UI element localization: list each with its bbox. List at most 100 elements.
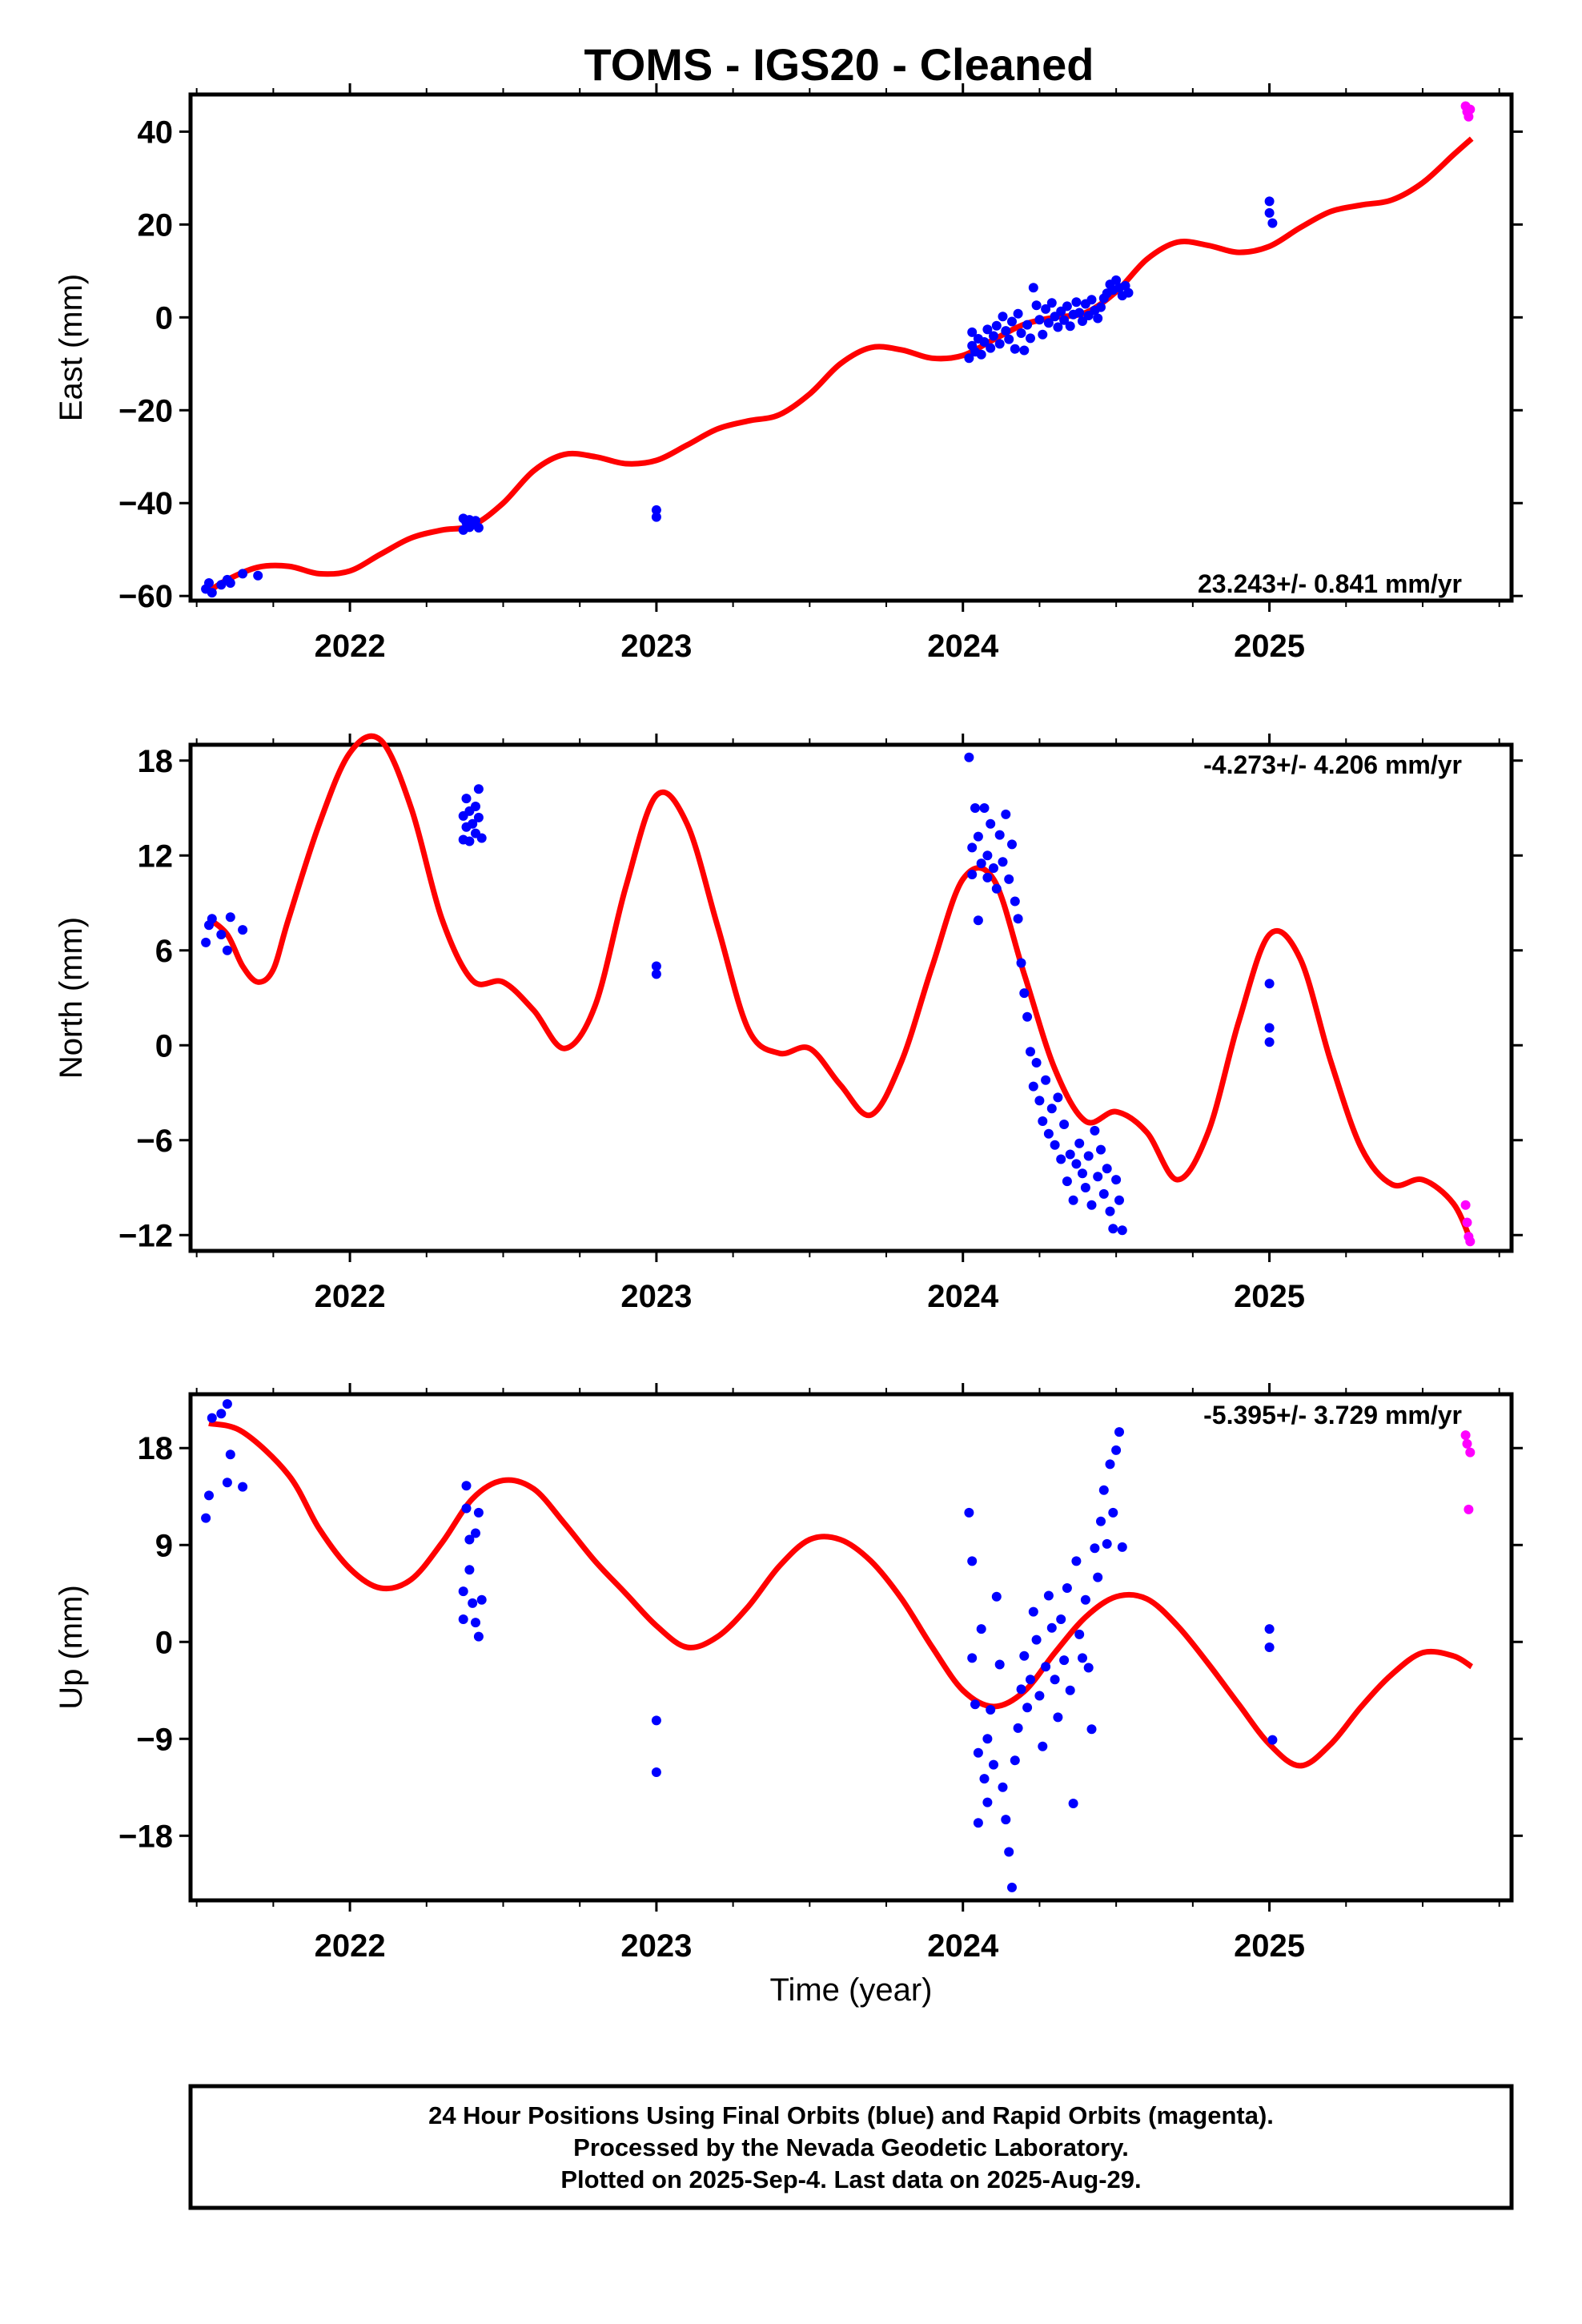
- ticks-layer: 2022 2023 2024 2025 −18 −9 0 9 18: [118, 1383, 1523, 1964]
- rapid-orbit-point: [1465, 1236, 1476, 1247]
- final-orbit-point: [225, 1449, 235, 1460]
- final-orbit-point: [1038, 329, 1048, 340]
- x-tick-label: 2025: [1234, 1928, 1305, 1964]
- x-tick-label: 2022: [315, 1279, 386, 1314]
- panel-north: 2022 2023 2024 2025 −12 −6 0 6 12 18 North (mm) -…: [54, 733, 1523, 1314]
- final-orbit-point: [1065, 1685, 1075, 1695]
- final-orbit-point: [1028, 283, 1038, 293]
- final-orbit-point: [1007, 1882, 1017, 1892]
- x-tick-label: 2024: [927, 629, 999, 664]
- final-orbit-point: [1056, 1614, 1066, 1624]
- final-orbit-point: [468, 818, 478, 829]
- final-orbit-point: [1093, 1172, 1103, 1182]
- final-orbit-point: [1108, 1507, 1118, 1518]
- final-orbit-point: [216, 930, 227, 939]
- final-orbit-point: [1071, 297, 1082, 308]
- final-orbit-point: [973, 831, 983, 842]
- final-orbit-point: [1083, 1151, 1094, 1161]
- final-orbit-point: [994, 339, 1005, 349]
- final-orbit-point: [1043, 1128, 1054, 1139]
- final-orbit-point: [253, 570, 263, 581]
- final-orbit-point: [1001, 809, 1011, 819]
- final-orbit-point: [991, 1591, 1002, 1602]
- x-tick-label: 2024: [927, 1279, 999, 1314]
- rapid-orbit-point: [1465, 104, 1476, 115]
- final-orbit-point: [473, 1631, 484, 1642]
- final-orbit-point: [973, 1747, 983, 1758]
- ticks-layer: 2022 2023 2024 2025 −60 −40 −20 0 20 40: [118, 83, 1523, 664]
- final-orbit-point: [1046, 1622, 1057, 1633]
- final-orbit-point: [967, 327, 978, 337]
- final-orbit-point: [967, 870, 978, 879]
- final-orbit-point: [1071, 1159, 1082, 1169]
- final-orbit-point: [1090, 1543, 1100, 1554]
- y-tick-label: −9: [136, 1722, 173, 1757]
- final-orbit-point: [1123, 287, 1134, 298]
- final-orbit-point: [1046, 1104, 1057, 1114]
- final-orbit-point: [1028, 1606, 1038, 1617]
- final-orbit-point: [1071, 1556, 1082, 1566]
- final-orbit-point: [1007, 839, 1017, 850]
- final-orbit-point: [1053, 322, 1063, 332]
- final-orbit-point: [967, 842, 978, 853]
- rapid-orbit-point: [1464, 111, 1474, 122]
- final-orbit-point: [1098, 1188, 1109, 1199]
- chart-title: TOMS - IGS20 - Cleaned: [584, 39, 1094, 90]
- x-tick-label: 2025: [1234, 1279, 1305, 1314]
- final-orbit-point: [1022, 320, 1033, 330]
- final-orbit-point: [1001, 326, 1011, 336]
- final-orbit-point: [1093, 313, 1103, 324]
- panel-frame: [188, 1392, 1514, 1903]
- y-tick-label: −20: [118, 393, 173, 428]
- model-curve: [207, 733, 1475, 1244]
- final-orbit-point: [238, 1482, 248, 1492]
- final-orbit-point: [1004, 1847, 1014, 1857]
- final-orbit-point: [1059, 1655, 1070, 1666]
- panel-frame: [188, 742, 1514, 1253]
- final-orbit-point: [458, 1614, 468, 1624]
- final-orbit-point: [1267, 1735, 1278, 1745]
- final-orbit-point: [1028, 1081, 1038, 1092]
- final-orbit-point: [1053, 1092, 1063, 1103]
- final-orbit-point: [973, 1818, 983, 1828]
- final-orbit-point: [476, 833, 487, 843]
- footer-line-1: 24 Hour Positions Using Final Orbits (bl…: [428, 2101, 1274, 2129]
- x-tick-label: 2023: [620, 1928, 692, 1964]
- final-orbit-point: [1105, 1206, 1115, 1216]
- final-orbit-point: [1093, 1572, 1103, 1582]
- final-orbit-point: [1098, 1485, 1109, 1495]
- final-orbit-point: [1056, 1154, 1066, 1164]
- y-tick-label: 12: [138, 838, 174, 874]
- footer-line-3: Plotted on 2025-Sep-4. Last data on 2025…: [560, 2165, 1141, 2193]
- y-tick-label: 18: [138, 744, 174, 779]
- final-orbit-point: [994, 830, 1005, 840]
- final-orbit-point: [1019, 988, 1030, 999]
- final-orbit-point: [1080, 1183, 1090, 1192]
- final-orbit-point: [1074, 308, 1085, 318]
- final-orbit-point: [1059, 315, 1070, 325]
- final-orbit-point: [1111, 275, 1122, 285]
- final-orbit-point: [982, 1797, 993, 1807]
- final-orbit-point: [464, 1534, 475, 1545]
- final-orbit-point: [1090, 1125, 1100, 1136]
- rate-annotation: -5.395+/- 3.729 mm/yr: [1203, 1401, 1462, 1429]
- model-layer: [207, 136, 1474, 594]
- final-orbit-point: [1041, 1075, 1051, 1085]
- footer-frame: [188, 2084, 1514, 2210]
- final-orbit-point: [1031, 1058, 1042, 1068]
- final-orbit-point: [991, 883, 1002, 894]
- final-orbit-point: [1016, 958, 1026, 968]
- final-orbit-point: [1019, 1651, 1030, 1661]
- x-tick-label: 2022: [315, 1928, 386, 1964]
- final-orbit-point: [1062, 301, 1072, 312]
- final-orbit-point: [458, 1586, 468, 1597]
- final-orbit-point: [1086, 1724, 1097, 1735]
- final-orbit-point: [471, 1618, 480, 1628]
- final-orbit-point: [973, 915, 983, 926]
- final-orbit-point: [1026, 1675, 1035, 1685]
- points-layer: [201, 752, 1476, 1247]
- final-orbit-point: [1050, 1675, 1060, 1685]
- final-orbit-point: [998, 312, 1008, 322]
- final-orbit-point: [473, 1507, 484, 1518]
- final-orbit-point: [1001, 1815, 1011, 1825]
